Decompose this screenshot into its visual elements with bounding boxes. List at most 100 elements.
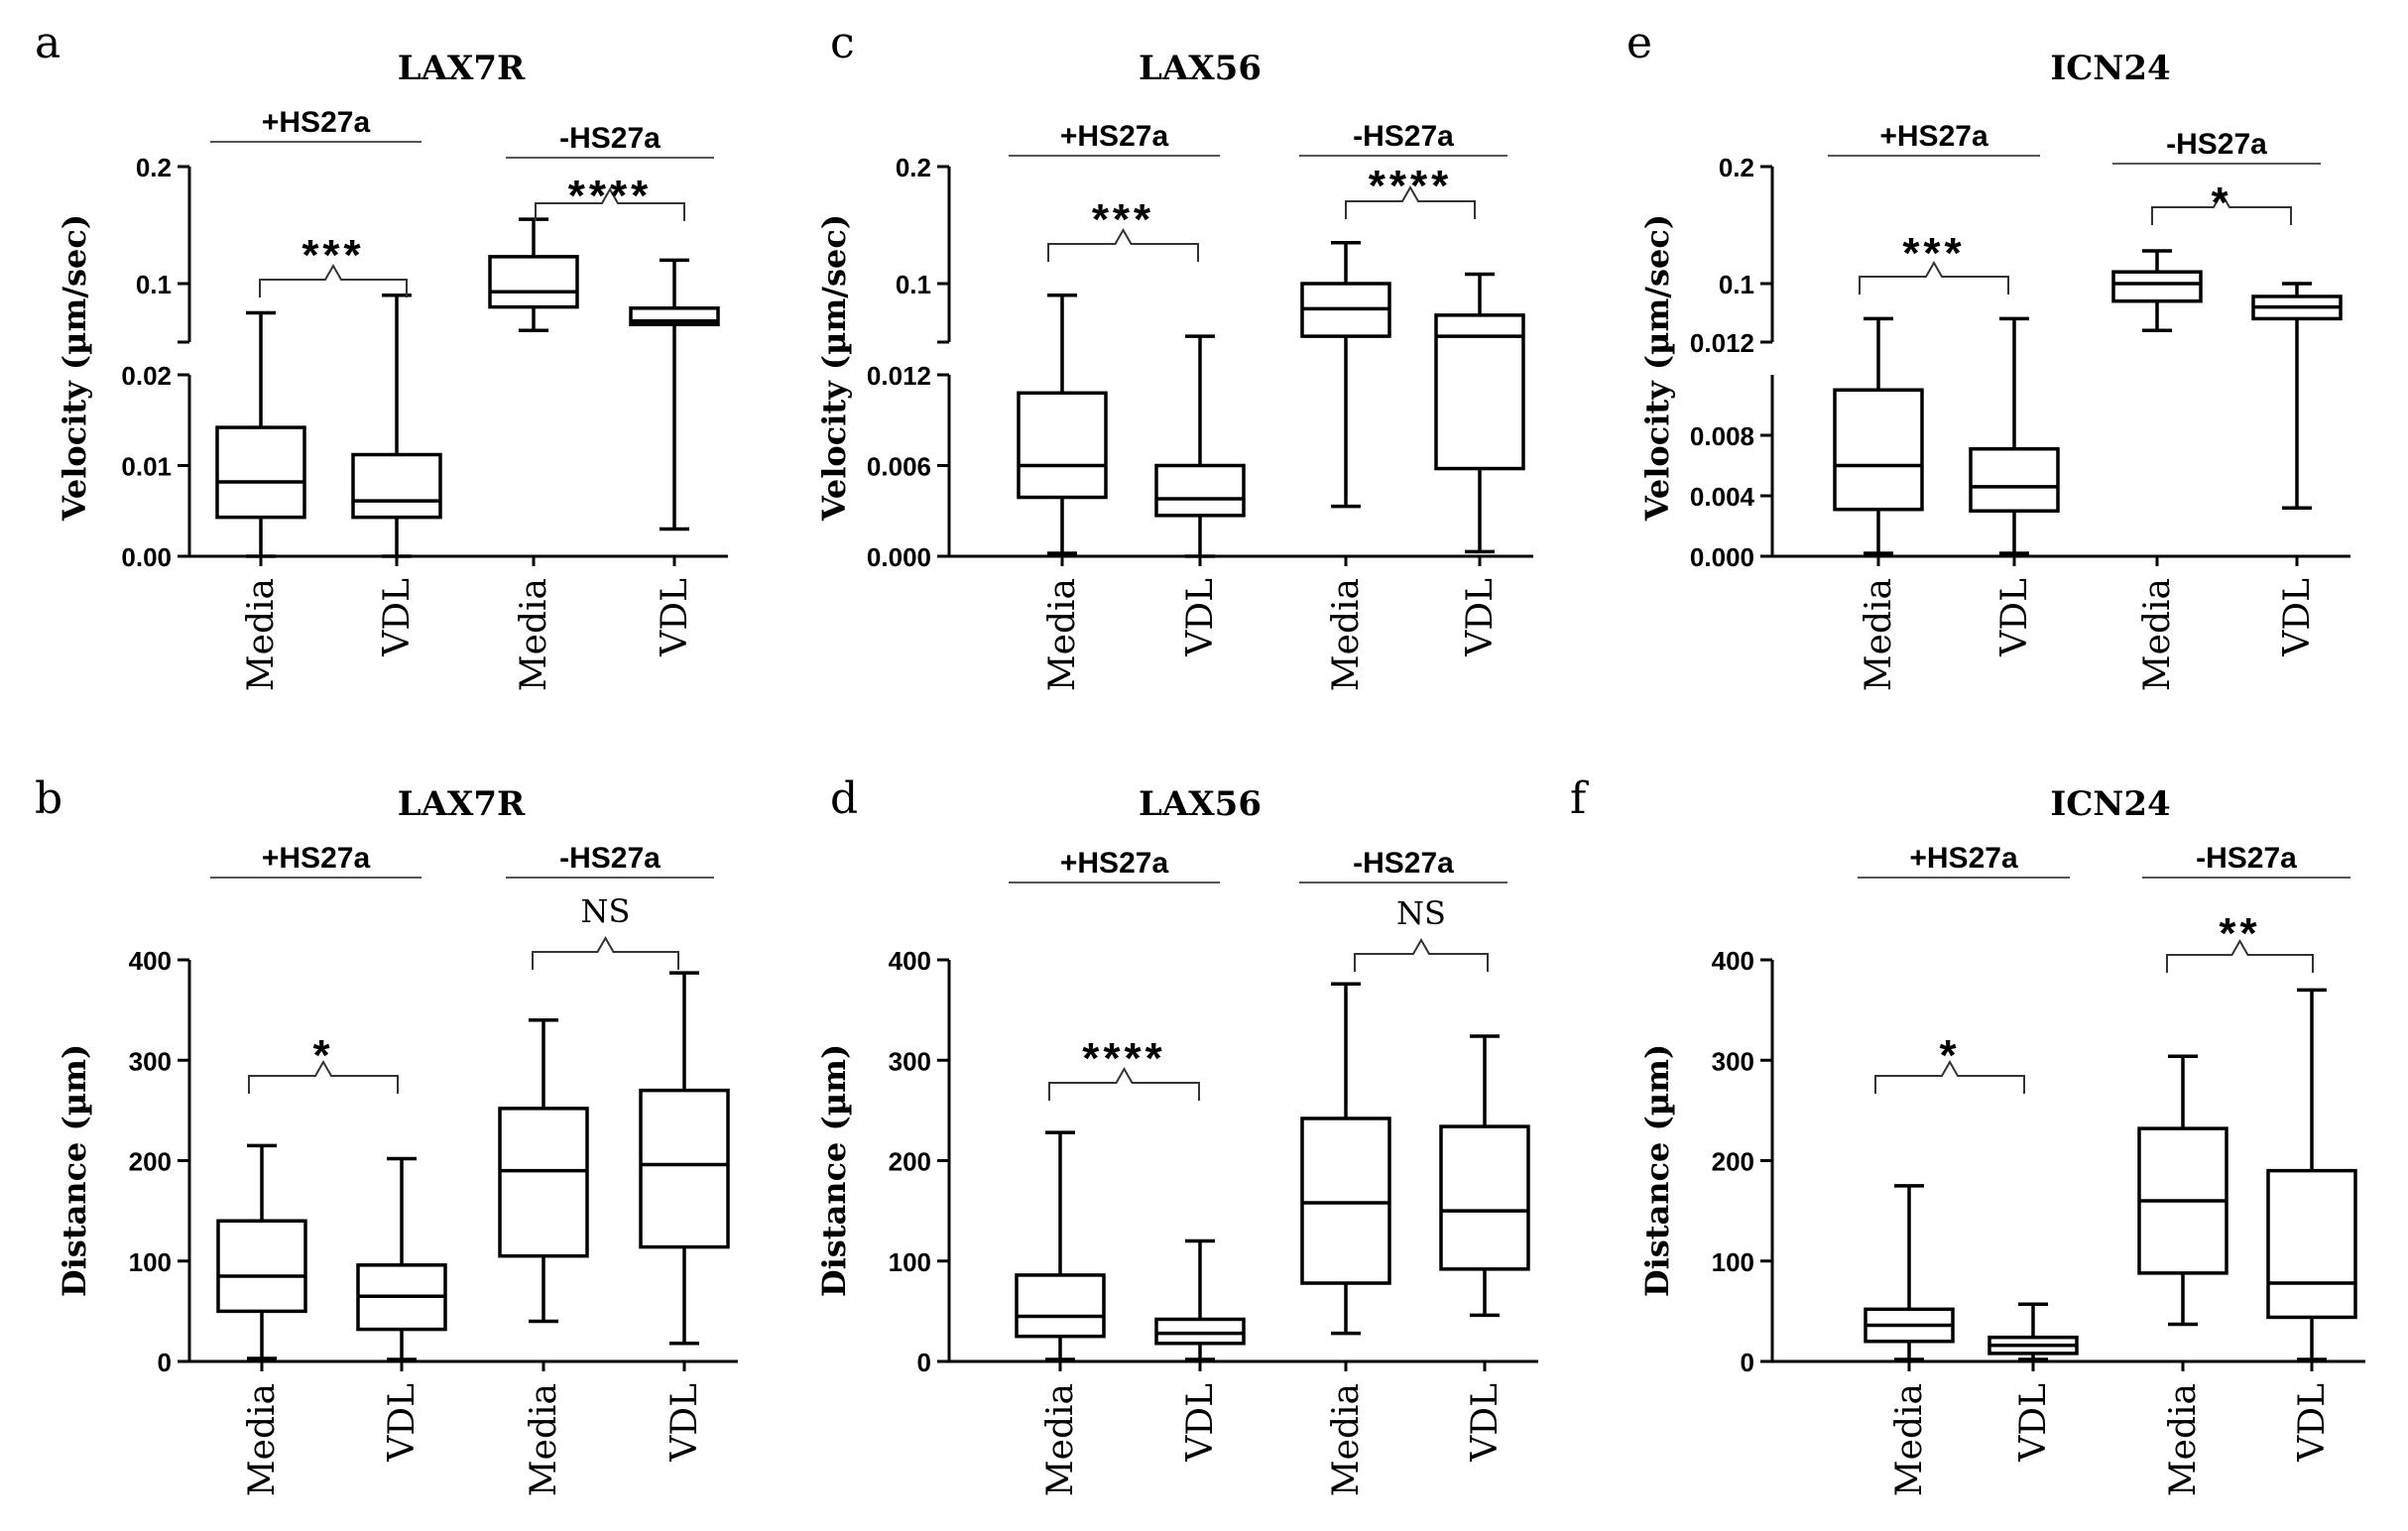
y-axis-label: Velocity (µm/sec) <box>815 214 853 522</box>
significance-label: * <box>1939 1031 1960 1080</box>
x-tick-label: VDL <box>1994 578 2035 657</box>
x-tick-label: VDL <box>1180 1383 1221 1463</box>
x-tick-label: VDL <box>664 1383 705 1463</box>
x-tick-label: VDL <box>1465 1383 1505 1463</box>
y-tick-label: 300 <box>889 1046 931 1076</box>
y-tick-label: 0.2 <box>136 153 172 182</box>
box-3 <box>2137 1054 2228 1327</box>
box-iqr <box>351 452 442 520</box>
y-axis-label: Distance (µm) <box>815 1044 853 1297</box>
panel-c: c LAX56 +HS27a -HS27a 0.000 0.006 0.012 0.1 0.2 V… <box>815 18 1533 691</box>
x-tick-label: VDL <box>2013 1383 2054 1463</box>
significance-label: *** <box>1902 229 1965 278</box>
x-tick-label: VDL <box>2277 578 2318 657</box>
group-label: +HS27a <box>1909 842 2018 875</box>
significance-bracket <box>1345 184 1476 219</box>
y-tick-label: 300 <box>129 1046 172 1076</box>
group-label: -HS27a <box>1353 847 1454 880</box>
panel-a: a LAX7R +HS27a -HS27a 0.00 0.01 0.02 0.1 0.2 Velo… <box>35 18 728 691</box>
x-tick-label: Media <box>1326 578 1367 691</box>
box-4 <box>639 971 730 1346</box>
box-iqr <box>1434 313 1525 471</box>
x-tick-label: Media <box>1889 1383 1930 1496</box>
significance-label: NS <box>581 892 631 930</box>
group-label: -HS27a <box>559 842 661 875</box>
group-label: +HS27a <box>262 106 371 139</box>
significance-bracket <box>1047 227 1199 262</box>
box-4 <box>1434 272 1525 554</box>
box-iqr <box>1969 446 2060 514</box>
y-tick-label: 0.000 <box>867 542 931 572</box>
panel-label: a <box>35 18 60 68</box>
panel-b: b LAX7R +HS27a -HS27a 0 100 200 300 400 Distance … <box>35 773 738 1496</box>
x-tick-label: Media <box>1326 1383 1367 1496</box>
y-tick-label: 200 <box>129 1147 172 1177</box>
box-4 <box>629 258 720 531</box>
y-tick-label: 0.2 <box>896 153 931 182</box>
significance-bracket <box>532 935 679 970</box>
box-4 <box>1439 1034 1530 1318</box>
y-tick-label: 0.012 <box>867 361 931 391</box>
group-label: +HS27a <box>1060 847 1169 880</box>
y-tick-label: 0.2 <box>1719 153 1754 182</box>
y-tick-label: 100 <box>1712 1247 1754 1277</box>
panel-title: LAX56 <box>1139 784 1262 824</box>
box-iqr <box>639 1088 730 1249</box>
panel-e: e ICN24 +HS27a -HS27a 0.000 0.004 0.008 0.012 0.… <box>1626 18 2350 691</box>
box-3 <box>2111 249 2203 332</box>
panel-label: f <box>1570 773 1589 824</box>
box-4 <box>2266 988 2357 1361</box>
box-iqr <box>2111 270 2203 303</box>
x-tick-label: VDL <box>2292 1383 2333 1463</box>
significance-bracket <box>259 263 408 297</box>
panel-f: f ICN24 +HS27a -HS27a 0 100 200 300 400 Distance … <box>1570 773 2365 1496</box>
box-iqr <box>1439 1124 1530 1271</box>
box-iqr <box>1833 388 1924 512</box>
y-tick-label: 0.008 <box>1690 421 1754 451</box>
x-tick-label: Media <box>242 1383 283 1496</box>
x-tick-label: Media <box>524 1383 564 1496</box>
x-tick-label: Media <box>1040 1383 1081 1496</box>
panel-label: d <box>830 773 858 824</box>
box-iqr <box>498 1107 589 1258</box>
group-label: +HS27a <box>1879 120 1988 153</box>
box-3 <box>1300 982 1391 1336</box>
box-4 <box>2251 282 2343 510</box>
box-iqr <box>1017 391 1108 500</box>
x-tick-label: VDL <box>655 578 695 657</box>
y-tick-label: 0.01 <box>121 452 172 482</box>
x-tick-label: VDL <box>377 578 418 657</box>
panel-title: ICN24 <box>2050 784 2170 824</box>
significance-label: *** <box>301 231 364 280</box>
x-tick-label: VDL <box>382 1383 422 1463</box>
box-1 <box>215 310 306 558</box>
box-2 <box>1987 1302 2079 1361</box>
box-1 <box>1017 294 1108 555</box>
y-tick-label: 100 <box>889 1247 931 1277</box>
significance-bracket <box>1859 260 2009 294</box>
significance-bracket <box>2151 190 2292 225</box>
x-tick-label: VDL <box>1460 578 1501 657</box>
box-1 <box>216 1143 307 1360</box>
box-iqr <box>2266 1168 2357 1320</box>
panel-title: LAX7R <box>398 49 526 88</box>
y-tick-label: 100 <box>129 1247 172 1277</box>
significance-bracket <box>1048 1066 1200 1101</box>
panel-title: ICN24 <box>2050 49 2170 88</box>
y-tick-label: 200 <box>1712 1147 1754 1177</box>
y-tick-label: 0.1 <box>136 270 172 299</box>
y-axis-label: Distance (µm) <box>56 1044 93 1297</box>
y-tick-label: 0.004 <box>1690 482 1755 512</box>
y-tick-label: 400 <box>1712 946 1754 976</box>
box-iqr <box>488 255 579 309</box>
panel-label: c <box>830 18 855 68</box>
y-tick-label: 0.1 <box>1719 270 1754 299</box>
y-tick-label: 0 <box>1741 1348 1754 1377</box>
group-label: -HS27a <box>1353 120 1454 153</box>
box-iqr <box>1300 1117 1391 1285</box>
significance-label: *** <box>1092 195 1154 244</box>
panel-d: d LAX56 +HS27a -HS27a 0 100 200 300 400 Distance … <box>815 773 1538 1496</box>
box-2 <box>356 1156 447 1361</box>
group-label: -HS27a <box>2166 128 2267 161</box>
box-2 <box>1969 316 2060 555</box>
